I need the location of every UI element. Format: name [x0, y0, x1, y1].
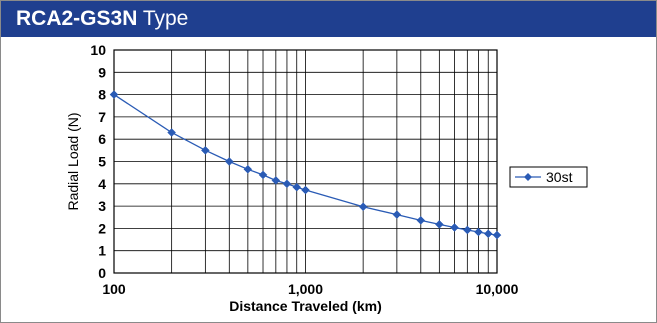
- data-point: [243, 164, 253, 174]
- data-point: [224, 157, 234, 166]
- type-suffix: Type: [137, 7, 189, 30]
- y-tick-label: 4: [98, 176, 106, 192]
- y-tick-label: 6: [98, 131, 106, 147]
- x-tick-labels: 100 1,000 10,000: [102, 281, 518, 297]
- y-tick-label: 10: [90, 42, 106, 58]
- data-point: [392, 210, 402, 219]
- y-tick-label: 5: [98, 154, 106, 170]
- header-bar: RCA2-GS3N Type: [1, 1, 656, 37]
- y-tick-label: 1: [98, 243, 106, 259]
- data-point: [434, 220, 444, 229]
- grid: [114, 50, 497, 273]
- x-axis-label: Distance Traveled (km): [229, 298, 382, 314]
- data-point: [358, 202, 368, 212]
- data-point: [462, 225, 472, 235]
- legend-label: 30st: [546, 169, 573, 185]
- data-point: [301, 185, 310, 195]
- plot-area: [113, 49, 498, 274]
- y-axis-label: Radial Load (N): [65, 112, 81, 210]
- x-tick-label: 100: [102, 281, 126, 297]
- data-point: [474, 227, 483, 237]
- data-point: [416, 216, 426, 225]
- data-point: [167, 128, 177, 137]
- legend-box: [509, 166, 588, 188]
- y-tick-label: 2: [98, 220, 106, 236]
- y-tick-label: 0: [98, 265, 106, 281]
- y-tick-label: 7: [98, 109, 106, 125]
- legend-marker: [524, 173, 532, 181]
- data-point: [450, 223, 459, 232]
- data-point: [258, 170, 268, 180]
- data-point: [201, 145, 210, 155]
- y-tick-label: 9: [98, 64, 106, 80]
- model-name: RCA2-GS3N: [16, 7, 138, 30]
- y-tick-labels: 0 1 2 3 4 5 6 7 8 9 10: [90, 42, 106, 281]
- legend: 30st: [509, 166, 588, 188]
- y-tick-label: 8: [98, 87, 106, 103]
- x-tick-label: 1,000: [288, 281, 323, 297]
- data-point: [109, 90, 119, 99]
- data-point: [271, 176, 281, 185]
- y-tick-label: 3: [98, 198, 106, 214]
- x-tick-label: 10,000: [476, 281, 519, 297]
- series: [109, 90, 502, 240]
- data-point: [282, 179, 292, 189]
- data-point: [483, 229, 493, 239]
- data-point: [292, 182, 302, 192]
- chart-title: RCA2-GS3N Type: [16, 6, 188, 32]
- data-point: [492, 230, 502, 240]
